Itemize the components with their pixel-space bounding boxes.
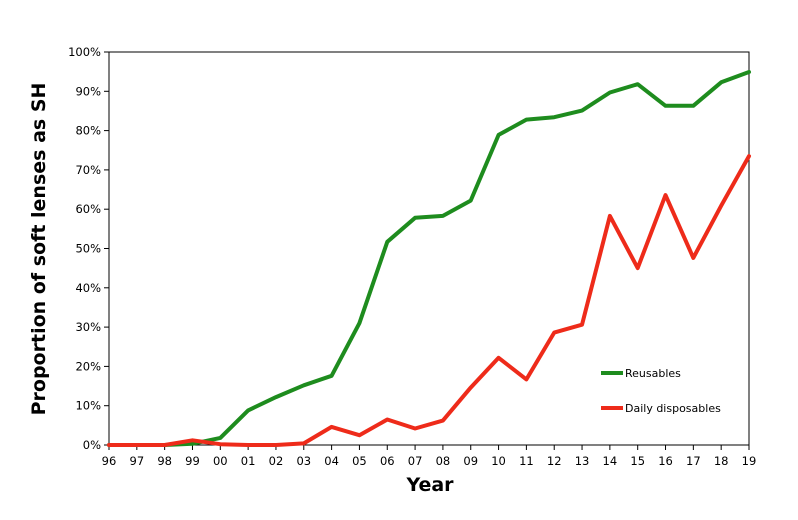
x-tick-label: 03	[296, 454, 311, 468]
x-tick-label: 99	[185, 454, 200, 468]
series-line-reusables	[107, 70, 751, 447]
y-tick-label: 90%	[75, 84, 101, 98]
y-tick-label: 0%	[83, 438, 101, 452]
x-axis-title: Year	[405, 474, 454, 496]
y-axis-title: Proportion of soft lenses as SH	[28, 83, 50, 416]
x-tick-label: 12	[547, 454, 562, 468]
x-tick-label: 14	[603, 454, 618, 468]
x-tick-label: 02	[269, 454, 284, 468]
x-tick-label: 11	[519, 454, 534, 468]
x-tick-label: 96	[102, 454, 117, 468]
x-tick-label: 09	[463, 454, 478, 468]
legend: Reusables Daily disposables	[601, 367, 721, 415]
x-tick-label: 08	[436, 454, 451, 468]
x-tick-label: 10	[491, 454, 506, 468]
y-tick-label: 50%	[75, 242, 101, 256]
y-tick-label: 100%	[68, 45, 101, 59]
x-tick-label: 04	[324, 454, 339, 468]
y-tick-label: 80%	[75, 124, 101, 138]
x-tick-label: 15	[630, 454, 645, 468]
x-axis-ticks: 96 97 98 99 00 01 02 03 04 05 06 07 08 09 10 11 12 13 14 15…	[102, 445, 757, 468]
x-tick-label: 00	[213, 454, 228, 468]
x-tick-label: 97	[130, 454, 145, 468]
legend-label-daily-disposables: Daily disposables	[625, 402, 721, 415]
series-lines	[107, 70, 751, 447]
x-tick-label: 13	[575, 454, 590, 468]
x-tick-label: 98	[157, 454, 172, 468]
y-tick-label: 20%	[75, 359, 101, 373]
x-tick-label: 07	[408, 454, 423, 468]
x-tick-label: 16	[658, 454, 673, 468]
x-tick-label: 17	[686, 454, 701, 468]
y-axis-title-group: Proportion of soft lenses as SH	[28, 83, 50, 416]
x-tick-label: 01	[241, 454, 256, 468]
x-tick-label: 06	[380, 454, 395, 468]
y-tick-label: 30%	[75, 320, 101, 334]
y-tick-label: 70%	[75, 163, 101, 177]
x-tick-label: 05	[352, 454, 367, 468]
y-axis-ticks: 0% 10% 20% 30% 40% 50% 60% 70% 80% 90% 100%	[68, 45, 109, 452]
plot-area-border	[108, 51, 750, 446]
legend-label-reusables: Reusables	[625, 367, 681, 380]
y-tick-label: 40%	[75, 281, 101, 295]
x-tick-label: 18	[714, 454, 729, 468]
x-tick-label: 19	[742, 454, 757, 468]
y-tick-label: 60%	[75, 202, 101, 216]
series-line-daily-disposables	[107, 154, 751, 447]
y-tick-label: 10%	[75, 399, 101, 413]
